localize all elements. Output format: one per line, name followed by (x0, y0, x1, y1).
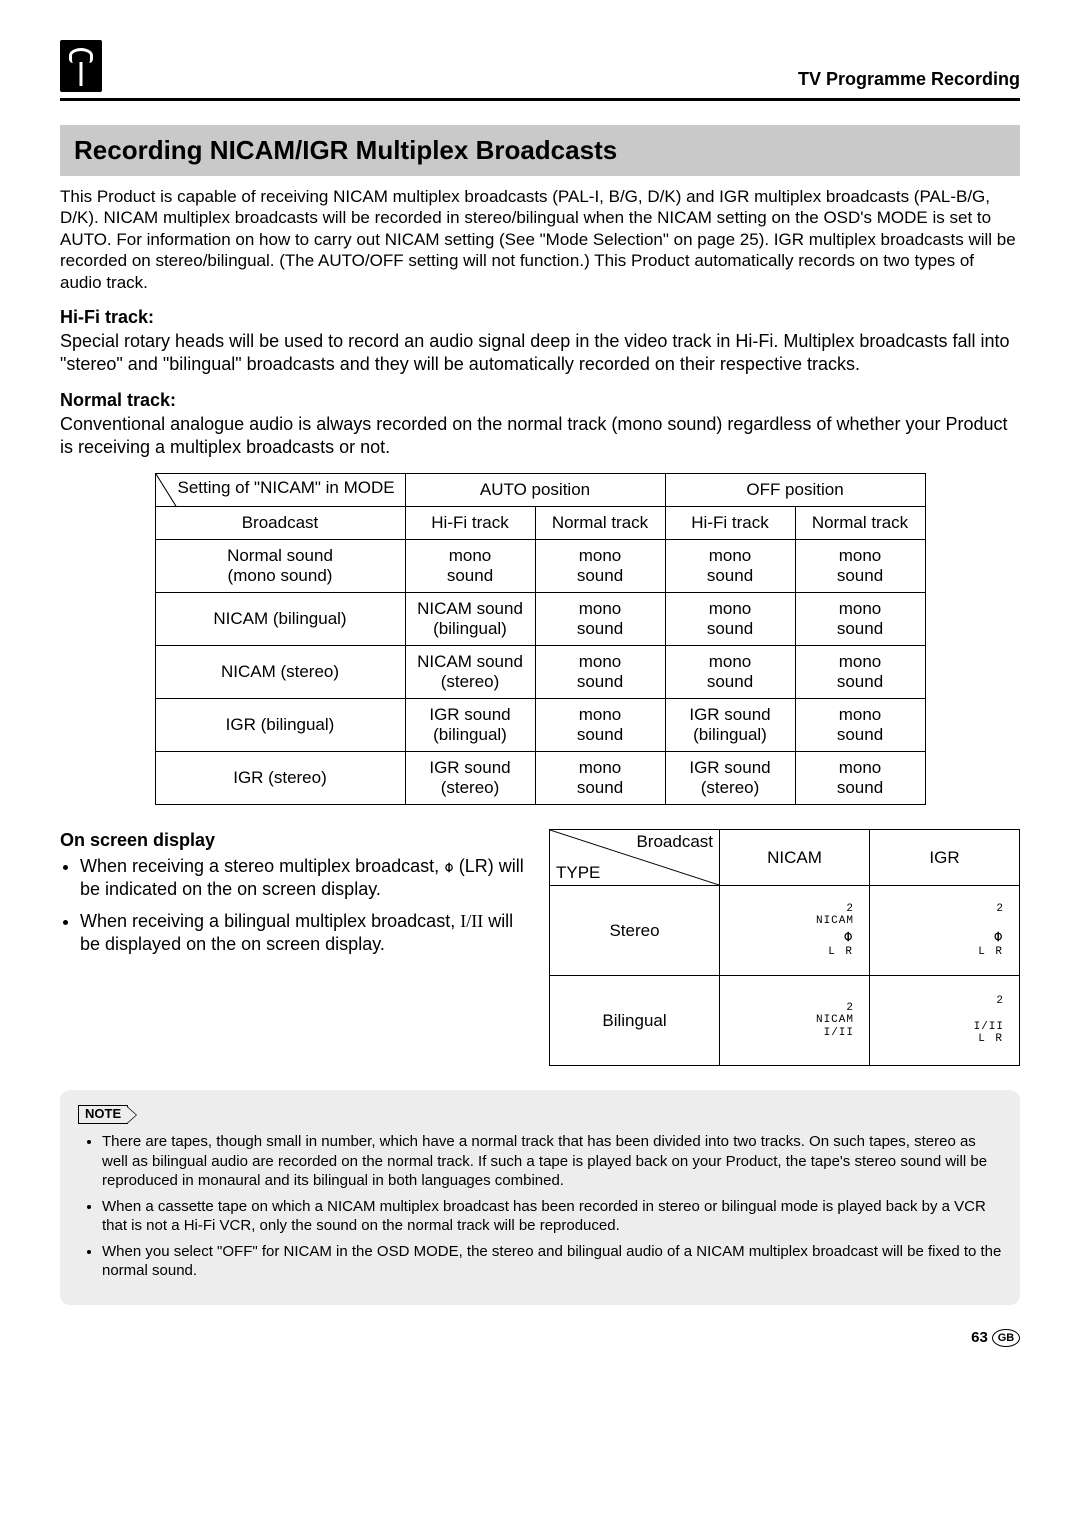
hifi-text: Special rotary heads will be used to rec… (60, 330, 1020, 376)
osd-col-nicam: NICAM (720, 830, 870, 886)
osd-cell-stereo-nicam: 2 NICAM ⌽ L R (720, 886, 870, 976)
table-cell: monosound (665, 593, 795, 646)
note-item: When you select "OFF" for NICAM in the O… (102, 1242, 1002, 1281)
note-box: NOTE There are tapes, though small in nu… (60, 1090, 1020, 1304)
col-group-off: OFF position (665, 474, 925, 507)
stereo-lr-icon: ⌽ (444, 859, 454, 876)
osd-bullet-bilingual: When receiving a bilingual multiplex bro… (80, 910, 525, 957)
hifi-heading: Hi-Fi track: (60, 307, 1020, 328)
osd-col-igr: IGR (870, 830, 1020, 886)
osd-bullet-stereo: When receiving a stereo multiplex broadc… (80, 855, 525, 902)
note-label: NOTE (78, 1105, 128, 1124)
table-cell: monosound (535, 646, 665, 699)
page-title: Recording NICAM/IGR Multiplex Broadcasts (60, 125, 1020, 176)
col-group-auto: AUTO position (405, 474, 665, 507)
intro-paragraph: This Product is capable of receiving NIC… (60, 186, 1020, 293)
table-cell: NICAM sound(stereo) (405, 646, 535, 699)
vhs-icon (60, 40, 102, 92)
col-hifi: Hi-Fi track (665, 507, 795, 540)
normal-heading: Normal track: (60, 390, 1020, 411)
page-footer: 63 GB (60, 1329, 1020, 1347)
note-list: There are tapes, though small in number,… (78, 1132, 1002, 1281)
osd-row-bilingual: Bilingual (550, 976, 720, 1066)
normal-text: Conventional analogue audio is always re… (60, 413, 1020, 459)
osd-cell-stereo-igr: 2 ⌽ L R (870, 886, 1020, 976)
page-number: 63 (971, 1329, 988, 1346)
table-cell: monosound (795, 699, 925, 752)
col-hifi: Hi-Fi track (405, 507, 535, 540)
gb-badge: GB (992, 1329, 1020, 1347)
table-cell: monosound (795, 646, 925, 699)
table-row-label: NICAM (bilingual) (155, 593, 405, 646)
table-diag-header: Setting of "NICAM" in MODE (155, 474, 405, 507)
note-item: There are tapes, though small in number,… (102, 1132, 1002, 1191)
bilingual-i-ii-icon: I/II (460, 911, 483, 931)
table-row-label: IGR (stereo) (155, 752, 405, 805)
table-cell: monosound (535, 752, 665, 805)
table-cell: NICAM sound(bilingual) (405, 593, 535, 646)
osd-row-stereo: Stereo (550, 886, 720, 976)
table-cell: monosound (535, 699, 665, 752)
note-item: When a cassette tape on which a NICAM mu… (102, 1197, 1002, 1236)
table-row-label: IGR (bilingual) (155, 699, 405, 752)
table-cell: monosound (665, 646, 795, 699)
table-cell: monosound (795, 540, 925, 593)
table-cell: IGR sound(stereo) (665, 752, 795, 805)
table-cell: IGR sound(bilingual) (665, 699, 795, 752)
osd-heading: On screen display (60, 829, 525, 852)
table-row-label: NICAM (stereo) (155, 646, 405, 699)
table-cell: IGR sound(bilingual) (405, 699, 535, 752)
row-header-broadcast: Broadcast (155, 507, 405, 540)
table-cell: monosound (665, 540, 795, 593)
table-cell: monosound (535, 593, 665, 646)
table-cell: monosound (795, 752, 925, 805)
divider (60, 98, 1020, 101)
table-cell: monosound (795, 593, 925, 646)
table-cell: monosound (535, 540, 665, 593)
table-cell: IGR sound(stereo) (405, 752, 535, 805)
col-normal: Normal track (535, 507, 665, 540)
table-cell: monosound (405, 540, 535, 593)
osd-cell-bil-nicam: 2 NICAM I/II (720, 976, 870, 1066)
table-row-label: Normal sound(mono sound) (155, 540, 405, 593)
nicam-mode-table: Setting of "NICAM" in MODEAUTO positionO… (155, 473, 926, 805)
section-label: TV Programme Recording (798, 69, 1020, 92)
col-normal: Normal track (795, 507, 925, 540)
osd-cell-bil-igr: 2 I/II L R (870, 976, 1020, 1066)
osd-table: Broadcast TYPE NICAM IGR Stereo 2 NICAM … (549, 829, 1020, 1066)
osd-diag-header: Broadcast TYPE (550, 830, 720, 886)
